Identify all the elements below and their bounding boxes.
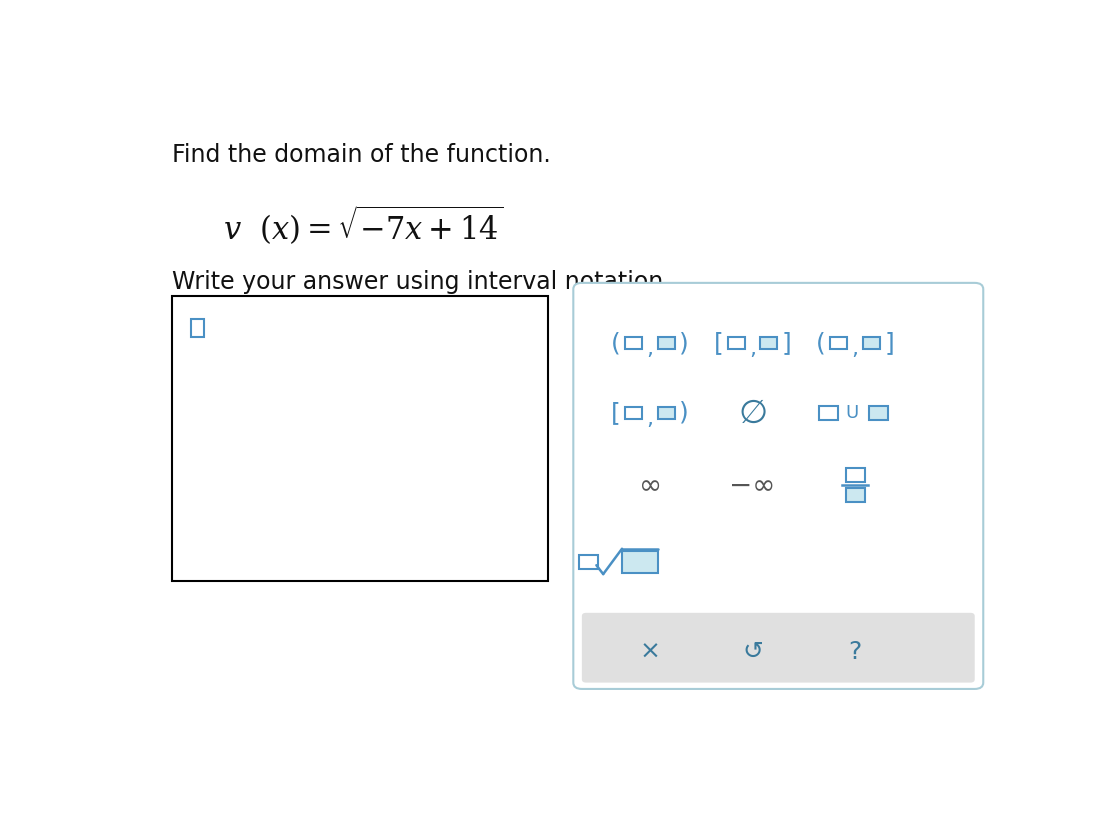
FancyBboxPatch shape — [845, 468, 865, 482]
FancyBboxPatch shape — [658, 406, 674, 419]
Text: ∞: ∞ — [639, 472, 661, 500]
Text: ): ) — [680, 401, 689, 425]
Text: ,: , — [852, 339, 858, 359]
Text: −∞: −∞ — [730, 472, 776, 500]
FancyBboxPatch shape — [622, 551, 658, 573]
Text: ?: ? — [849, 640, 862, 664]
FancyBboxPatch shape — [863, 337, 879, 349]
Text: ↺: ↺ — [742, 640, 764, 664]
Text: [: [ — [714, 331, 723, 355]
Text: ): ) — [680, 331, 689, 355]
Text: ×: × — [639, 640, 661, 664]
Text: ,: , — [647, 339, 653, 359]
Text: Find the domain of the function.: Find the domain of the function. — [172, 143, 551, 167]
FancyBboxPatch shape — [582, 613, 975, 682]
Text: $v\ \ (x)=\sqrt{-7x+14}$: $v\ \ (x)=\sqrt{-7x+14}$ — [223, 204, 504, 247]
Text: ∅: ∅ — [738, 396, 767, 429]
FancyBboxPatch shape — [172, 296, 548, 581]
Text: ]: ] — [782, 331, 791, 355]
Text: ,: , — [749, 339, 756, 359]
Text: [: [ — [612, 401, 620, 425]
Text: U: U — [845, 404, 858, 422]
FancyBboxPatch shape — [728, 337, 745, 349]
Text: ,: , — [647, 410, 653, 429]
FancyBboxPatch shape — [626, 406, 642, 419]
Text: (: ( — [612, 331, 620, 355]
FancyBboxPatch shape — [845, 489, 865, 503]
Text: (: ( — [817, 331, 825, 355]
FancyBboxPatch shape — [191, 319, 204, 337]
FancyBboxPatch shape — [658, 337, 674, 349]
FancyBboxPatch shape — [580, 555, 598, 569]
FancyBboxPatch shape — [831, 337, 847, 349]
Text: ]: ] — [885, 331, 894, 355]
FancyBboxPatch shape — [819, 406, 838, 420]
FancyBboxPatch shape — [626, 337, 642, 349]
FancyBboxPatch shape — [760, 337, 777, 349]
FancyBboxPatch shape — [868, 406, 887, 420]
Text: Write your answer using interval notation.: Write your answer using interval notatio… — [172, 270, 670, 294]
FancyBboxPatch shape — [573, 283, 983, 689]
